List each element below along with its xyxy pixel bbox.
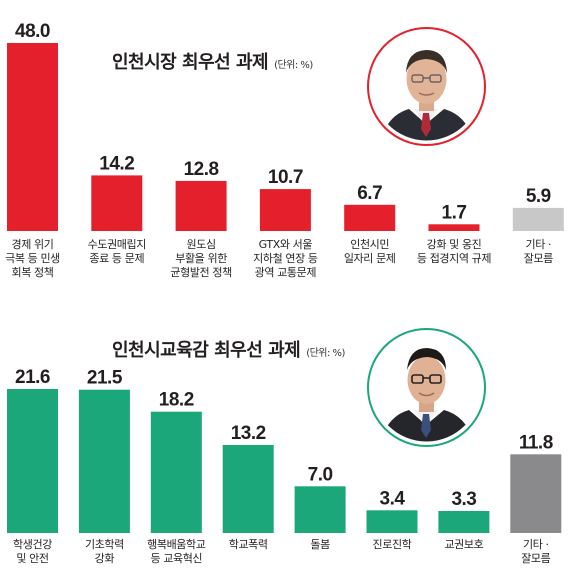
bar: [78, 389, 130, 533]
mayor-priorities-panel: 48.0 14.2 12.8 10.7 6.7 1.7 5.9 인천시장 최우선 과제 (단위…: [5, 21, 564, 279]
portrait-image: [372, 333, 481, 442]
value-label: 3.4: [380, 488, 406, 509]
bar: [150, 411, 202, 533]
bar: [344, 204, 396, 231]
value-label: 14.2: [99, 153, 134, 174]
value-label: 6.7: [357, 183, 382, 204]
superintendent-candidate-portrait: [367, 328, 486, 447]
category-label: 강화 및 옹진 등 접경지역 규제: [416, 238, 492, 265]
bar: [512, 207, 564, 231]
value-label: 7.0: [308, 464, 333, 485]
chart-title: 인천시장 최우선 과제 (단위: %): [112, 48, 313, 74]
chart-title-text: 인천시장 최우선 과제: [112, 52, 269, 73]
chart-unit: (단위: %): [306, 348, 345, 359]
chart-title: 인천시교육감 최우선 과제 (단위: %): [112, 336, 345, 362]
bar: [222, 445, 274, 533]
category-label: 경제 위기 극복 등 민생 회복 정책: [5, 238, 60, 279]
value-label: 1.7: [442, 202, 467, 223]
value-label: 10.7: [268, 167, 303, 188]
education-superintendent-priorities-panel: 21.6 21.5 18.2 13.2 7.0 3.4 3.3 11.8 인천시교육감 최우선…: [0, 300, 571, 582]
category-label: 행복배움학교 등 교육혁신: [147, 538, 206, 565]
category-label: 학교폭력: [228, 538, 268, 551]
value-label: 21.6: [15, 367, 50, 388]
chart-unit: (단위: %): [274, 60, 313, 71]
category-label: 돌봄: [310, 538, 330, 551]
bar: [294, 486, 346, 533]
chart-title-text: 인천시교육감 최우선 과제: [112, 340, 301, 361]
value-label: 21.5: [87, 368, 123, 389]
bar: [7, 389, 58, 533]
mayor-priorities-chart: 48.0 14.2 12.8 10.7 6.7 1.7 5.9: [7, 21, 564, 231]
category-label: 기초학력 강화: [84, 538, 124, 565]
bar: [175, 180, 227, 231]
superintendent-priorities-chart: 21.6 21.5 18.2 13.2 7.0 3.4 3.3 11.8: [7, 367, 562, 533]
bar: [428, 224, 480, 231]
value-label: 12.8: [184, 159, 219, 180]
bar: [510, 454, 562, 533]
bar: [91, 175, 143, 231]
bar: [7, 43, 58, 231]
value-label: 11.8: [519, 432, 553, 453]
category-label: 수도권매립지 종료 등 문제: [87, 238, 147, 265]
category-label: 교권보호: [444, 538, 484, 551]
bar: [438, 511, 490, 533]
value-label: 3.3: [451, 489, 476, 510]
mayor-candidate-portrait: [367, 27, 486, 146]
category-label: 인천시민 일자리 문제: [343, 238, 396, 265]
bar: [259, 189, 311, 231]
value-label: 5.9: [526, 186, 551, 207]
category-label: 원도심 부활을 위한 균형발전 정책: [170, 238, 232, 279]
category-label: 학생건강 및 안전: [13, 538, 52, 565]
value-label: 18.2: [159, 390, 194, 411]
category-label: 기타 · 잘모름: [523, 238, 554, 265]
category-label: 진로진학: [372, 538, 412, 551]
category-label: 기타 · 잘모름: [521, 538, 551, 565]
value-label: 13.2: [231, 423, 266, 444]
bar: [366, 510, 418, 533]
portrait-image: [372, 32, 481, 141]
value-label: 48.0: [15, 21, 50, 42]
category-label: GTX와 서울 지하철 연장 등 광역 교통문제: [253, 238, 318, 279]
